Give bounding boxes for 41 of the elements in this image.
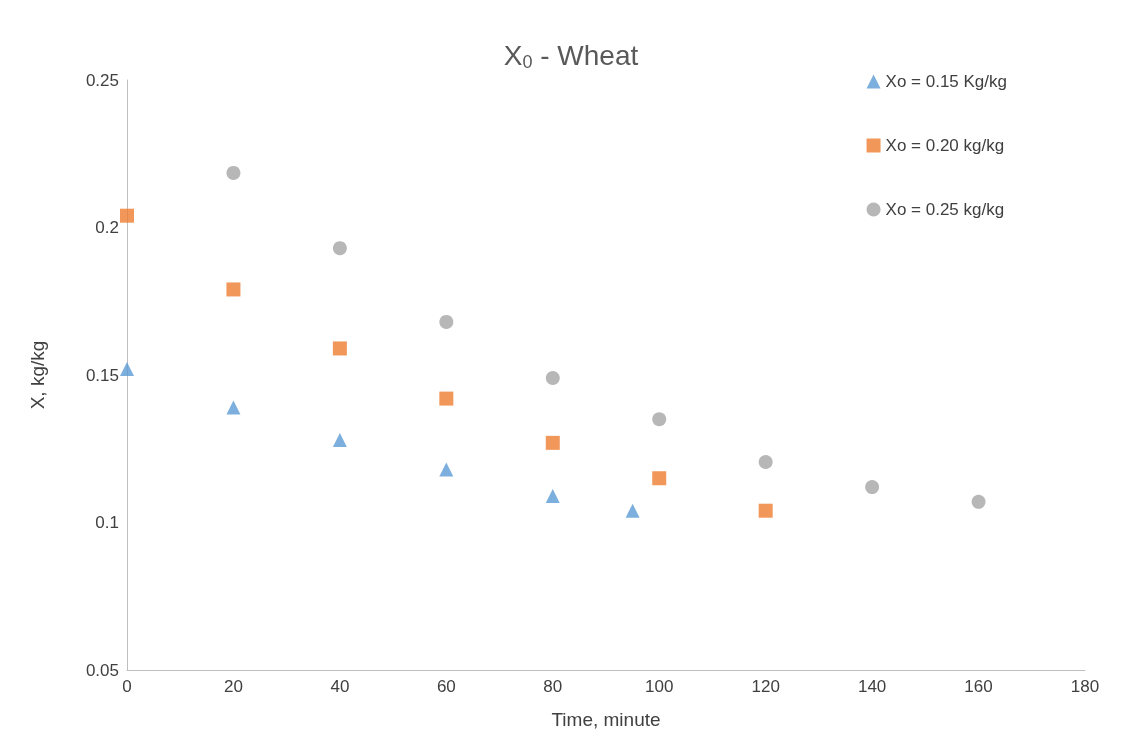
legend-label: Xo = 0.15 Kg/kg [885,72,1007,91]
x-tick-label: 180 [1070,677,1100,696]
x-tick-label: 160 [964,677,993,696]
y-tick-label: 0.25 [85,70,119,90]
point [652,412,667,427]
y-tick-label: 0.15 [85,365,119,385]
x-tick-label: 0 [122,677,132,696]
point [439,391,454,406]
point [545,370,560,385]
x-tick-label: 80 [543,677,563,696]
x-axis-title: Time, minute [551,709,661,730]
point [226,400,241,415]
x-tick-label: 100 [645,677,674,696]
y-tick-label: 0.05 [85,660,119,680]
point [226,282,241,297]
point [439,314,454,329]
point [332,341,347,356]
legend-label: Xo = 0.25 kg/kg [885,200,1005,219]
point [332,241,347,256]
y-tick-label: 0.2 [95,218,119,237]
y-axis-title: X, kg/kg [27,340,48,410]
point [971,494,986,509]
point [120,208,134,223]
point [332,432,347,447]
point [758,455,773,470]
point [545,435,560,450]
point [226,165,241,180]
point [439,462,454,477]
point [652,471,667,486]
point [865,480,880,495]
y-tick-label: 0.1 [95,513,119,532]
point [120,362,134,377]
point [758,503,773,518]
x-tick-label: 140 [857,677,887,696]
legend-label: Xo = 0.20 kg/kg [885,136,1005,155]
x-tick-label: 40 [330,677,350,696]
x-tick-label: 60 [436,677,456,696]
x-tick-label: 120 [751,677,780,696]
point [625,503,640,518]
point [545,488,560,503]
x-tick-label: 20 [223,677,243,696]
